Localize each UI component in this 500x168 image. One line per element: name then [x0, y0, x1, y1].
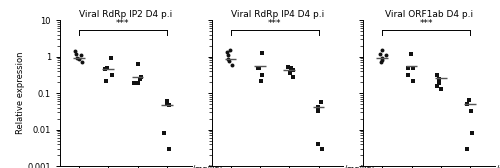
Point	[468, 132, 476, 135]
Point	[130, 82, 138, 84]
Point	[318, 148, 326, 150]
Point	[134, 63, 142, 66]
Text: ***: ***	[420, 19, 433, 28]
Point	[378, 61, 386, 63]
Point	[73, 56, 81, 59]
Point	[254, 67, 262, 70]
Point	[258, 52, 266, 54]
Point	[382, 54, 390, 56]
Point	[408, 67, 416, 70]
Point	[102, 67, 110, 70]
Point	[434, 82, 442, 84]
Point	[410, 79, 418, 82]
Point	[108, 73, 116, 76]
Point	[434, 85, 442, 87]
Text: (mg/kg): (mg/kg)	[344, 165, 374, 168]
Point	[101, 68, 109, 71]
Point	[314, 110, 322, 112]
Point	[77, 54, 85, 56]
Point	[378, 58, 386, 61]
Y-axis label: Relative expression: Relative expression	[16, 52, 24, 135]
Point	[163, 101, 171, 104]
Point	[165, 103, 173, 106]
Point	[378, 49, 386, 52]
Point	[224, 54, 232, 56]
Title: Viral RdRp IP2 D4 p.i: Viral RdRp IP2 D4 p.i	[80, 10, 172, 19]
Point	[462, 102, 470, 105]
Point	[286, 72, 294, 75]
Text: (mg/kg): (mg/kg)	[192, 165, 223, 168]
Point	[225, 60, 233, 63]
Point	[289, 69, 297, 72]
Point	[317, 100, 325, 103]
Point	[408, 53, 416, 55]
Point	[76, 58, 84, 61]
Text: ***: ***	[116, 19, 130, 28]
Point	[136, 78, 144, 81]
Point	[226, 49, 234, 52]
Point	[254, 67, 262, 70]
Point	[437, 88, 445, 90]
Point	[436, 77, 444, 80]
Point	[433, 73, 441, 76]
Point	[160, 132, 168, 135]
Point	[284, 66, 292, 68]
Point	[108, 56, 116, 59]
Point	[224, 57, 232, 60]
Point	[78, 61, 86, 63]
Text: (mg/kg): (mg/kg)	[496, 165, 500, 168]
Point	[404, 67, 412, 70]
Point	[466, 99, 473, 101]
Point	[258, 73, 266, 76]
Point	[223, 51, 231, 53]
Point	[228, 64, 236, 67]
Point	[376, 52, 384, 55]
Title: Viral ORF1ab D4 p.i: Viral ORF1ab D4 p.i	[385, 10, 473, 19]
Point	[102, 79, 110, 82]
Point	[314, 143, 322, 146]
Title: Viral RdRp IP4 D4 p.i: Viral RdRp IP4 D4 p.i	[231, 10, 324, 19]
Point	[72, 52, 80, 55]
Point	[288, 76, 296, 78]
Point	[72, 49, 80, 52]
Point	[466, 110, 474, 112]
Point	[314, 106, 322, 108]
Point	[165, 148, 173, 150]
Point	[463, 148, 471, 150]
Point	[378, 57, 386, 60]
Point	[258, 79, 266, 82]
Point	[164, 99, 172, 102]
Text: ***: ***	[268, 19, 281, 28]
Point	[137, 76, 145, 78]
Point	[288, 67, 296, 70]
Point	[404, 73, 412, 76]
Point	[134, 82, 142, 84]
